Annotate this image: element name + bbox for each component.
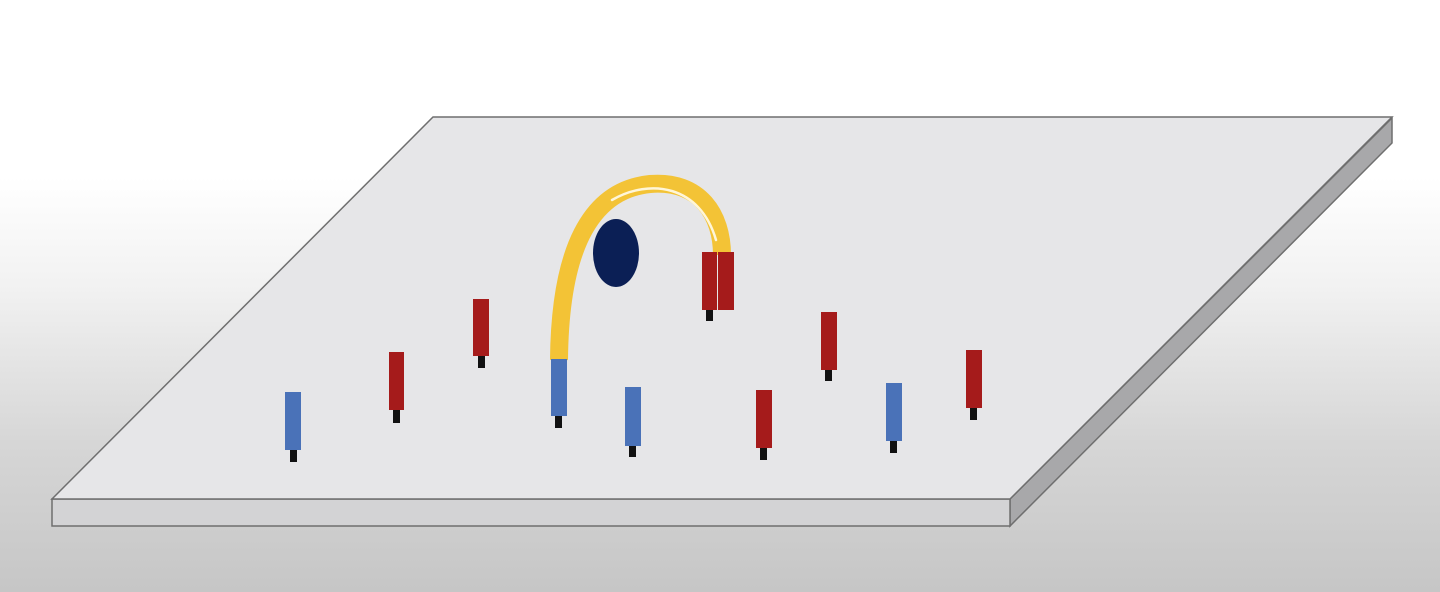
post-body <box>285 392 301 450</box>
arch-highlight <box>610 187 718 242</box>
platform-front-face <box>51 498 1011 527</box>
arch-tube <box>550 174 731 361</box>
post-body <box>625 387 641 446</box>
post-2-red <box>389 352 404 423</box>
post-base <box>393 410 400 423</box>
post-4-blue <box>625 387 641 457</box>
arch <box>550 174 731 361</box>
post-6-red <box>821 312 837 381</box>
post-body <box>718 252 734 310</box>
post-body <box>821 312 837 370</box>
post-body <box>551 359 567 416</box>
post-base <box>706 310 713 321</box>
post-body <box>389 352 404 410</box>
post-8-red <box>966 350 982 420</box>
post-base <box>825 370 832 381</box>
post-base <box>629 446 636 457</box>
post-5-red <box>756 390 772 460</box>
post-base <box>890 441 897 453</box>
post-body <box>702 252 717 310</box>
post-base <box>760 448 767 460</box>
post-base <box>555 416 562 428</box>
post-body <box>886 383 902 441</box>
arch-end-right-posts <box>702 252 734 321</box>
ball <box>593 219 639 287</box>
post-body <box>473 299 489 356</box>
post-3-red <box>473 299 489 368</box>
post-base <box>970 408 977 420</box>
arch-end-left-post <box>551 359 567 428</box>
post-7-blue <box>886 383 902 453</box>
platform <box>50 116 1394 528</box>
post-body <box>966 350 982 408</box>
post-base <box>290 450 297 462</box>
post-base <box>478 356 485 368</box>
post-body <box>756 390 772 448</box>
post-1-blue <box>285 392 301 462</box>
